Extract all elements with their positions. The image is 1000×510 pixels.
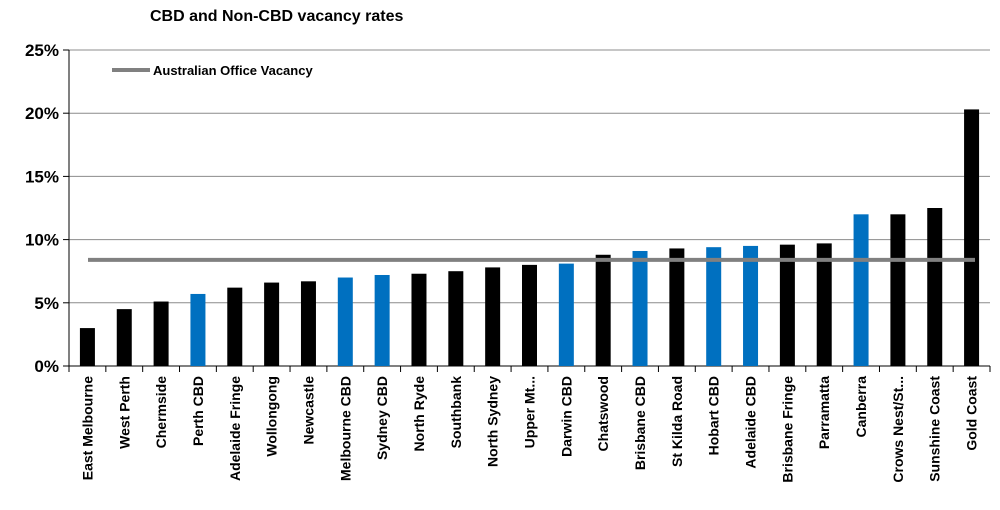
bar bbox=[448, 271, 464, 366]
legend-label: Australian Office Vacancy bbox=[153, 63, 313, 78]
bar bbox=[374, 274, 390, 366]
bar bbox=[706, 247, 722, 366]
bar bbox=[632, 250, 648, 366]
bar bbox=[79, 328, 95, 366]
x-tick-label: Southbank bbox=[448, 376, 464, 449]
y-tick-label: 10% bbox=[25, 231, 59, 250]
x-tick-label: West Perth bbox=[116, 376, 132, 449]
x-tick-label: Sydney CBD bbox=[374, 376, 390, 460]
bar bbox=[964, 109, 980, 367]
x-tick-label: Darwin CBD bbox=[558, 376, 574, 457]
x-tick-label: North Ryde bbox=[411, 376, 427, 452]
x-tick-label: Chermside bbox=[153, 376, 169, 449]
y-tick-label: 25% bbox=[25, 41, 59, 60]
bar bbox=[743, 245, 759, 366]
bar bbox=[927, 208, 943, 366]
x-tick-label: Hobart CBD bbox=[706, 376, 722, 455]
x-tick-label: Upper Mt... bbox=[522, 376, 538, 448]
y-tick-label: 20% bbox=[25, 104, 59, 123]
x-tick-label: Sunshine Coast bbox=[927, 376, 943, 482]
bar bbox=[816, 243, 832, 366]
x-tick-label: Adelaide Fringe bbox=[227, 376, 243, 481]
x-tick-label: Crows Nest/St... bbox=[890, 376, 906, 483]
bar bbox=[264, 282, 280, 366]
bar bbox=[558, 263, 574, 366]
bar bbox=[411, 273, 427, 366]
x-tick-label: Newcastle bbox=[300, 376, 316, 445]
y-tick-label: 0% bbox=[34, 357, 59, 376]
x-tick-label: Gold Coast bbox=[964, 376, 980, 451]
bar bbox=[890, 214, 906, 366]
x-tick-label: Parramatta bbox=[816, 376, 832, 449]
bar bbox=[337, 277, 353, 366]
bar bbox=[485, 267, 501, 366]
bar bbox=[595, 254, 611, 366]
x-tick-label: Brisbane Fringe bbox=[779, 376, 795, 483]
bar bbox=[779, 244, 795, 366]
bar bbox=[116, 309, 132, 366]
x-tick-label: Perth CBD bbox=[190, 376, 206, 446]
bar bbox=[227, 287, 243, 366]
x-tick-label: Chatswood bbox=[595, 376, 611, 451]
bar bbox=[153, 301, 169, 366]
x-tick-label: St Kilda Road bbox=[669, 376, 685, 467]
y-tick-label: 5% bbox=[34, 294, 59, 313]
x-tick-label: Wollongong bbox=[264, 376, 280, 457]
bar bbox=[522, 264, 537, 366]
y-tick-label: 15% bbox=[25, 167, 59, 186]
x-tick-label: Canberra bbox=[853, 376, 869, 438]
bar bbox=[669, 248, 685, 366]
bar bbox=[853, 214, 869, 366]
x-tick-label: Melbourne CBD bbox=[337, 376, 353, 481]
x-tick-label: Brisbane CBD bbox=[632, 376, 648, 470]
x-tick-label: East Melbourne bbox=[79, 376, 95, 480]
x-tick-label: North Sydney bbox=[485, 376, 501, 467]
bar bbox=[190, 293, 206, 366]
bar bbox=[300, 281, 316, 366]
x-tick-label: Adelaide CBD bbox=[743, 376, 759, 469]
chart-title: CBD and Non-CBD vacancy rates bbox=[150, 8, 404, 25]
